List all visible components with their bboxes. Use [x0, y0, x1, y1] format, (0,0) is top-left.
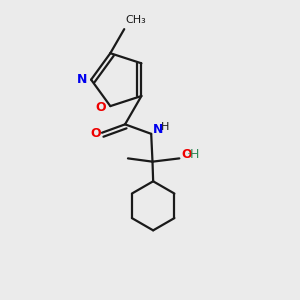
Text: CH₃: CH₃ — [126, 15, 147, 25]
Text: O: O — [90, 127, 101, 140]
Text: O: O — [181, 148, 192, 160]
Text: H: H — [161, 122, 170, 132]
Text: N: N — [153, 123, 163, 136]
Text: O: O — [96, 101, 106, 114]
Text: N: N — [77, 73, 87, 85]
Text: ·H: ·H — [187, 148, 200, 160]
